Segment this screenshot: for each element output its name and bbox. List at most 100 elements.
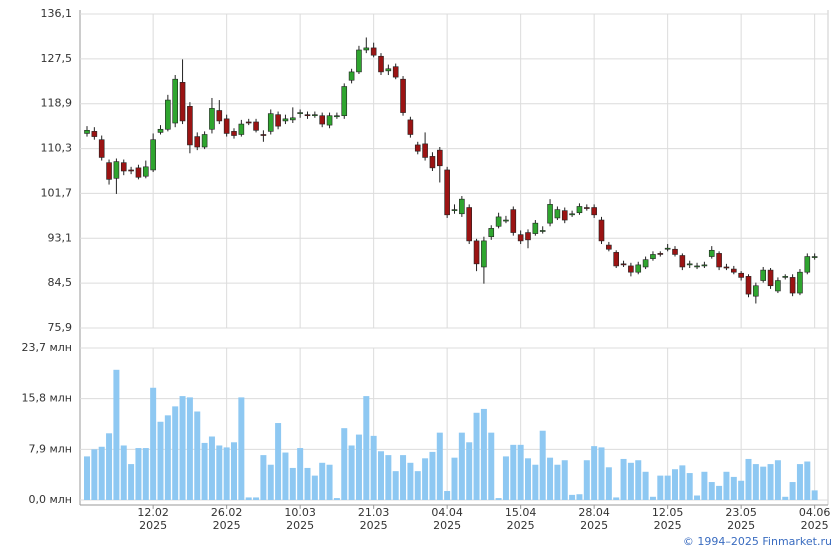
volume-bar (738, 480, 745, 500)
candle-body (429, 156, 436, 169)
volume-bar (98, 446, 105, 500)
candle-body (730, 268, 737, 273)
x-tick-year: 2025 (801, 519, 829, 532)
volume-bar (436, 432, 443, 500)
candle-body (143, 166, 149, 177)
candle-body (760, 269, 767, 281)
candle-body (165, 99, 171, 130)
x-tick-label: 04.06 (799, 506, 831, 519)
x-tick-label: 26.02 (211, 506, 243, 519)
volume-bar (569, 494, 576, 500)
candle-body (348, 71, 355, 81)
candle-body (319, 115, 326, 125)
volume-bar (458, 432, 465, 500)
volume-bar (664, 475, 671, 500)
volume-bar (385, 455, 392, 500)
volume-bar (657, 475, 664, 500)
candle-body (576, 206, 583, 214)
candle-body (444, 169, 450, 216)
volume-bar (201, 442, 208, 500)
candle-body (591, 207, 597, 216)
candle-body (414, 144, 421, 152)
candle-body (216, 110, 223, 122)
y-tick-label: 101,7 (41, 186, 73, 199)
volume-bar (708, 482, 715, 500)
candle-body (157, 128, 164, 133)
candle-body (385, 68, 392, 72)
x-tick-label: 15.04 (505, 506, 537, 519)
volume-bar (150, 387, 157, 500)
volume-bar (120, 445, 127, 500)
x-tick-label: 28.04 (578, 506, 610, 519)
y-tick-label: 75,9 (48, 321, 73, 334)
candle-body (569, 213, 575, 216)
candle-body (312, 114, 318, 117)
volume-bar (333, 498, 340, 500)
x-tick-label: 04.04 (431, 506, 463, 519)
volume-bar (598, 447, 605, 500)
candle-body (628, 265, 634, 273)
candle-body (304, 114, 311, 117)
volume-bar (730, 476, 737, 500)
candle-body (775, 280, 781, 292)
candle-body (187, 106, 193, 146)
volume-bar (649, 496, 656, 500)
x-tick-year: 2025 (727, 519, 755, 532)
x-tick-year: 2025 (654, 519, 682, 532)
volume-bar (760, 466, 767, 500)
volume-bar (186, 397, 193, 500)
candle-body (231, 131, 237, 136)
volume-bar (444, 491, 451, 500)
volume-bar (341, 428, 348, 500)
volume-bar (238, 397, 245, 500)
candle-body (598, 219, 605, 242)
candle-body (91, 131, 98, 137)
candle-body (547, 204, 553, 224)
volume-bar (635, 460, 642, 500)
volume-bar (113, 369, 120, 500)
candle-body (642, 259, 649, 268)
candle-body (238, 123, 245, 135)
volume-bar (260, 455, 267, 500)
candle-body (378, 55, 384, 73)
candle-body (753, 285, 759, 297)
volume-bar (502, 456, 509, 500)
volume-bar (627, 462, 634, 500)
volume-bar (179, 396, 186, 500)
y-tick-label: 93,1 (48, 231, 73, 244)
candle-body (223, 118, 230, 134)
volume-bar (451, 457, 458, 500)
x-tick-year: 2025 (433, 519, 461, 532)
candle-body (613, 252, 620, 267)
volume-bar (378, 451, 384, 500)
candle-body (120, 162, 127, 172)
y-tick-label: 15,8 млн (21, 392, 72, 405)
y-tick-label: 118,9 (41, 97, 73, 110)
x-tick-label: 21.03 (358, 506, 390, 519)
x-tick-year: 2025 (286, 519, 314, 532)
candle-body (745, 276, 752, 295)
volume-bar (231, 442, 237, 500)
candle-body (253, 121, 259, 131)
candle-body (679, 255, 686, 268)
volume-bar (796, 464, 803, 500)
volume-bar (84, 456, 90, 500)
volume-bar (128, 464, 135, 500)
volume-bar (716, 485, 723, 500)
volume-bar (429, 451, 436, 500)
volume-bar (414, 471, 421, 500)
volume-bar (216, 445, 223, 500)
volume-bar (304, 467, 311, 500)
candle-body (267, 113, 274, 132)
volume-bar (583, 460, 590, 500)
candle-body (459, 198, 465, 215)
y-tick-label: 127,5 (41, 52, 73, 65)
volume-bar (804, 461, 811, 500)
volume-bar (613, 497, 620, 500)
volume-bar (672, 469, 678, 500)
candle-body (635, 264, 642, 273)
candle-body (701, 264, 708, 267)
candle-body (282, 118, 289, 122)
volume-bar (275, 423, 282, 500)
volume-bar (164, 415, 171, 500)
